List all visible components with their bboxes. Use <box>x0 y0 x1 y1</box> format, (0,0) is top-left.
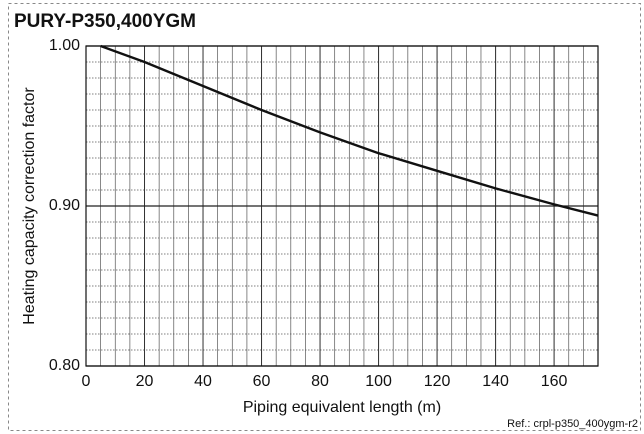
frame <box>8 3 641 431</box>
x-tick-label: 120 <box>424 373 451 390</box>
x-tick-label: 0 <box>82 373 91 390</box>
x-tick-label: 60 <box>253 373 271 390</box>
y-tick-label: 0.80 <box>49 357 80 374</box>
x-tick-label: 20 <box>136 373 154 390</box>
x-tick-label: 40 <box>194 373 212 390</box>
y-tick-label: 1.00 <box>49 37 80 54</box>
chart-title: PURY-P350,400YGM <box>14 11 196 32</box>
plot-border <box>85 45 599 367</box>
x-tick-label: 140 <box>482 373 509 390</box>
y-axis-label: Heating capacity correction factor <box>21 87 38 325</box>
y-tick-label: 0.90 <box>49 197 80 214</box>
x-tick-label: 80 <box>311 373 329 390</box>
reference: Ref.: crpl-p350_400ygm-r2 <box>507 418 638 430</box>
x-tick-label: 160 <box>541 373 568 390</box>
x-axis-label: Piping equivalent length (m) <box>243 399 441 416</box>
x-tick-label: 100 <box>365 373 392 390</box>
curve <box>100 44 599 217</box>
